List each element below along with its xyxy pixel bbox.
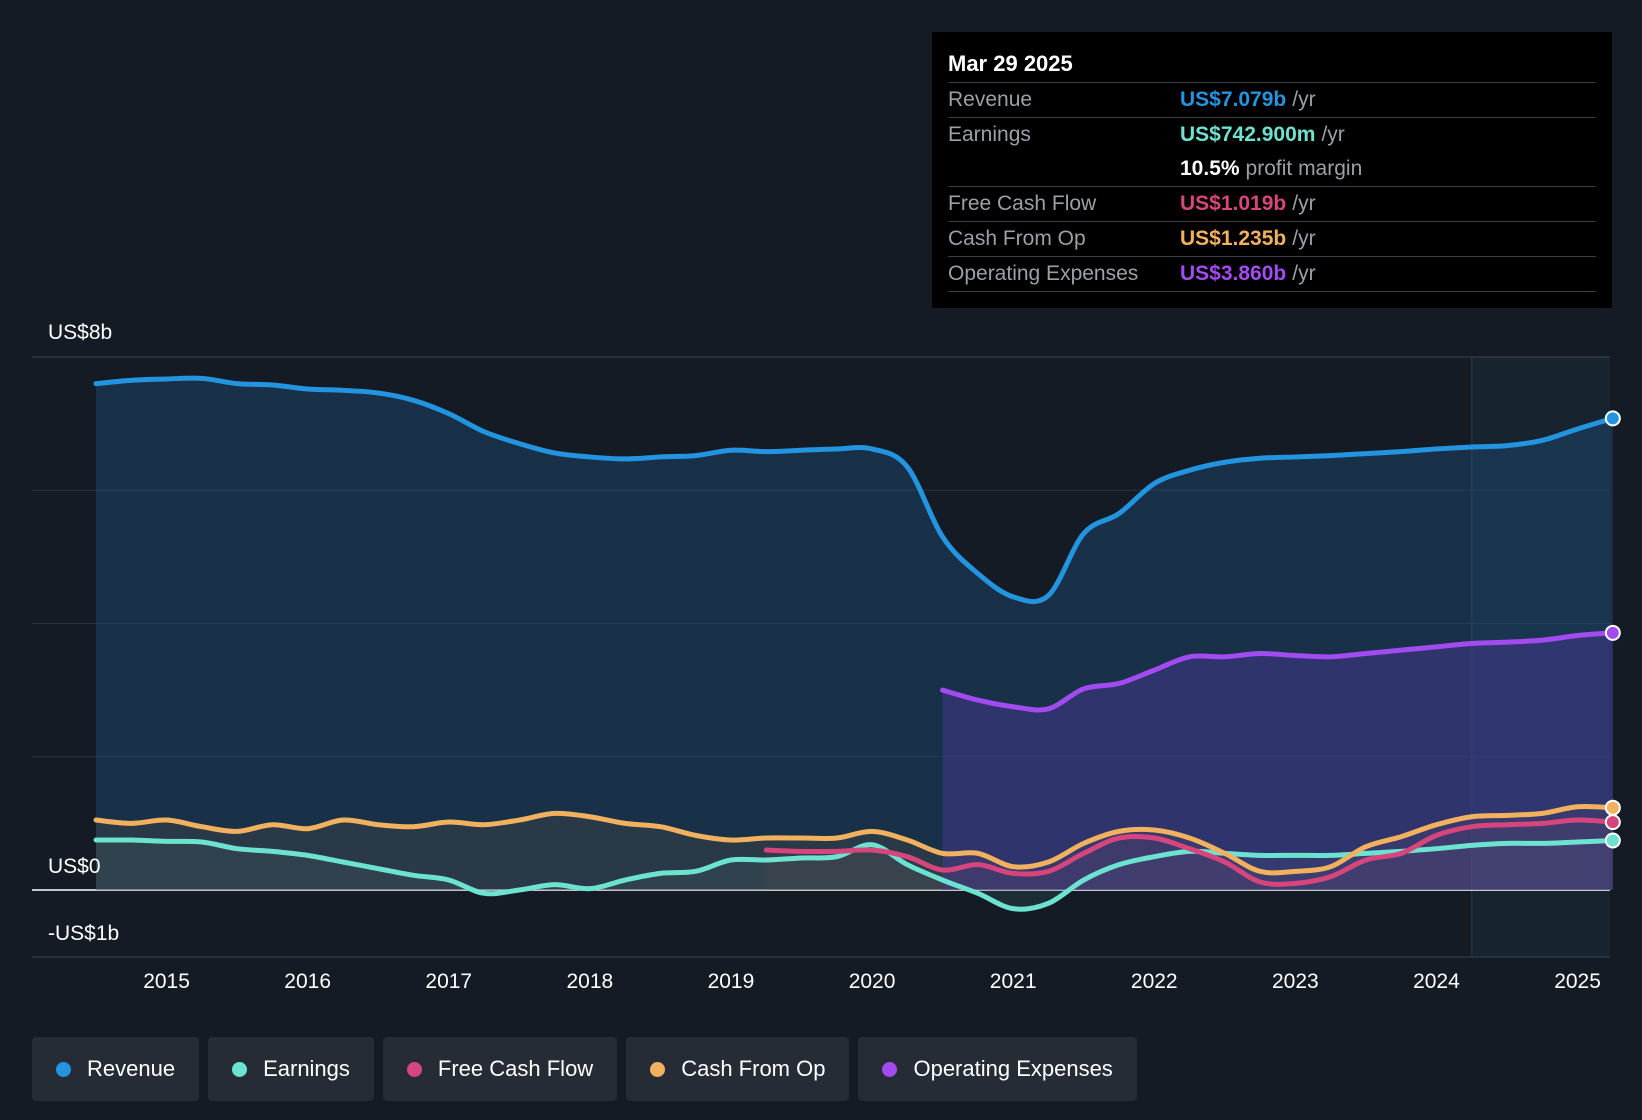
x-tick-label: 2016 <box>284 970 331 993</box>
x-tick-label: 2017 <box>425 970 473 993</box>
legend-label: Operating Expenses <box>913 1056 1113 1081</box>
area-free-cash-flow <box>766 820 1613 890</box>
x-tick-label: 2019 <box>707 970 755 993</box>
tooltip-label: Cash From Op <box>948 227 1086 250</box>
tooltip-unit: /yr <box>1321 123 1345 146</box>
area-operating-expenses <box>942 632 1613 890</box>
tooltip-value: US$742.900m <box>1180 123 1316 146</box>
tooltip-label: Earnings <box>948 123 1031 146</box>
tooltip-unit: /yr <box>1292 262 1316 285</box>
tooltip-value: US$1.019b <box>1180 192 1287 215</box>
legend-dot-icon <box>882 1061 898 1077</box>
x-tick-label: 2022 <box>1130 970 1178 993</box>
forecast-region <box>1471 357 1610 957</box>
tooltip-divider <box>948 291 1596 292</box>
area-revenue <box>96 378 1613 890</box>
legend-label: Cash From Op <box>681 1056 826 1081</box>
end-point-earnings <box>1604 832 1621 849</box>
legend-item-free-cash-flow[interactable]: Free Cash Flow <box>382 1037 618 1101</box>
tooltip-row-profit-margin: 10.5% profit margin <box>948 152 1596 186</box>
legend-dot-icon <box>650 1061 666 1077</box>
end-point-free-cash-flow <box>1604 814 1621 831</box>
x-tick-label: 2023 <box>1271 970 1319 993</box>
x-tick-label: 2020 <box>848 970 896 993</box>
legend-label: Free Cash Flow <box>437 1056 594 1081</box>
tooltip-date: Mar 29 2025 <box>948 51 1073 76</box>
y-axis-zero-label: US$0 <box>48 855 101 878</box>
x-tick-label: 2024 <box>1413 970 1460 993</box>
tooltip-row-operating-expenses: Operating Expenses US$3.860b /yr <box>948 256 1596 291</box>
chart-lines <box>93 375 1616 912</box>
chart-grid <box>32 356 1610 958</box>
legend-dot-icon <box>232 1061 248 1077</box>
legend-dot-icon <box>56 1061 71 1077</box>
legend-label: Earnings <box>263 1056 350 1081</box>
y-axis-top-label: US$8b <box>48 321 113 344</box>
y-axis-bottom-label: -US$1b <box>48 922 120 945</box>
chart-areas <box>96 378 1613 910</box>
chart-legend: Revenue Earnings Free Cash Flow Cash Fro… <box>32 1037 1137 1101</box>
chart-end-dots <box>1604 410 1621 849</box>
tooltip-row-free-cash-flow: Free Cash Flow US$1.019b /yr <box>948 186 1596 221</box>
legend-item-earnings[interactable]: Earnings <box>208 1037 374 1101</box>
legend-label: Revenue <box>87 1056 176 1081</box>
legend-item-cash-from-op[interactable]: Cash From Op <box>626 1037 850 1101</box>
tooltip-unit: /yr <box>1292 88 1316 111</box>
series-line-revenue <box>93 375 1616 605</box>
tooltip-unit: /yr <box>1292 227 1316 250</box>
tooltip-label: Revenue <box>948 88 1033 111</box>
legend-item-operating-expenses[interactable]: Operating Expenses <box>858 1037 1137 1101</box>
x-tick-label: 2025 <box>1554 970 1601 993</box>
x-tick-label: 2015 <box>143 970 190 993</box>
tooltip-value: US$1.235b <box>1180 227 1287 250</box>
tooltip-unit: /yr <box>1292 192 1316 215</box>
end-point-operating-expenses <box>1604 624 1621 641</box>
series-line-operating-expenses <box>940 630 1616 713</box>
tooltip-label: Free Cash Flow <box>948 192 1097 215</box>
tooltip-value: US$3.860b <box>1180 262 1287 285</box>
tooltip-row-revenue: Revenue US$7.079b /yr <box>948 82 1596 117</box>
series-line-cash-from-op <box>93 803 1616 876</box>
legend-item-revenue[interactable]: Revenue <box>32 1037 200 1101</box>
legend-dot-icon <box>406 1061 422 1077</box>
tooltip-row-cash-from-op: Cash From Op US$1.235b /yr <box>948 221 1596 256</box>
hover-tooltip: Mar 29 2025 Revenue US$7.079b /yr Earnin… <box>932 32 1612 308</box>
tooltip-value: US$7.079b <box>1180 88 1287 111</box>
end-point-revenue <box>1604 410 1621 427</box>
x-tick-label: 2018 <box>566 970 614 993</box>
x-tick-label: 2021 <box>989 970 1037 993</box>
series-line-free-cash-flow <box>763 817 1616 887</box>
tooltip-row-earnings: Earnings US$742.900m /yr <box>948 117 1596 152</box>
tooltip-value: 10.5% <box>1180 157 1240 180</box>
tooltip-unit: profit margin <box>1245 157 1363 180</box>
end-point-cash-from-op <box>1604 799 1621 816</box>
tooltip-label: Operating Expenses <box>948 262 1139 285</box>
